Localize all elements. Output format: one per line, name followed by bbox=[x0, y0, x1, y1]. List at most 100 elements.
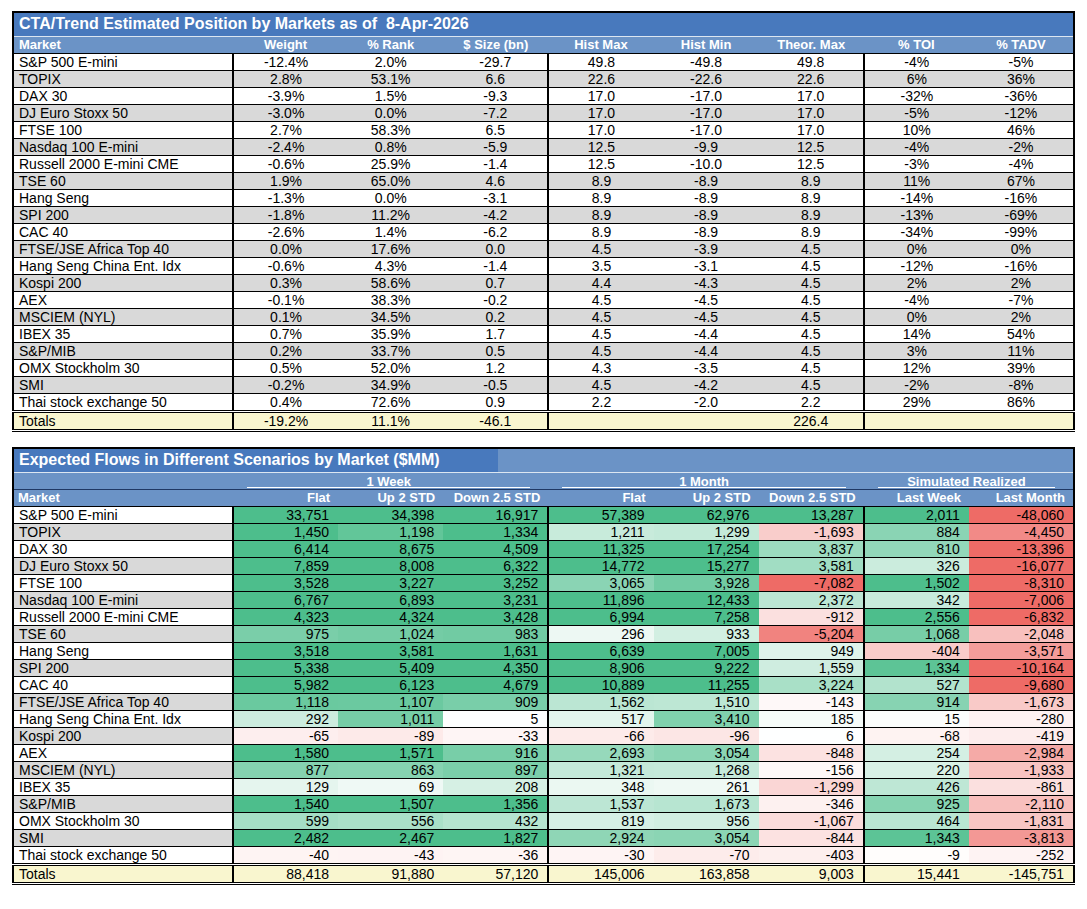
value-cell: -5.9 bbox=[443, 139, 548, 156]
flow-value-cell: 3,227 bbox=[338, 575, 443, 592]
totals-cell bbox=[864, 412, 969, 431]
flow-value-cell: -1,933 bbox=[969, 762, 1074, 779]
flow-value-cell: 3,410 bbox=[654, 711, 759, 728]
value-cell: 34.9% bbox=[338, 377, 443, 394]
flow-value-cell: 13,287 bbox=[759, 507, 864, 524]
flow-value-cell: -7,006 bbox=[969, 592, 1074, 609]
table-row: S&P 500 E-mini33,75134,39816,91757,38962… bbox=[13, 507, 1074, 524]
value-cell: -3% bbox=[864, 156, 969, 173]
flow-value-cell: 3,054 bbox=[654, 830, 759, 847]
flow-value-cell: -1,673 bbox=[969, 694, 1074, 711]
value-cell: 8.9 bbox=[548, 190, 653, 207]
value-cell: -17.0 bbox=[654, 122, 759, 139]
flow-value-cell: 6 bbox=[759, 728, 864, 745]
market-cell: Hang Seng China Ent. Idx bbox=[13, 711, 233, 728]
totals-cell: 11.1% bbox=[338, 412, 443, 431]
flow-value-cell: 3,224 bbox=[759, 677, 864, 694]
flow-value-cell: -30 bbox=[548, 847, 653, 865]
column-header: Last Month bbox=[969, 490, 1074, 507]
flow-value-cell: 1,631 bbox=[443, 643, 548, 660]
value-cell: 2.2 bbox=[759, 394, 864, 412]
flow-value-cell: 909 bbox=[443, 694, 548, 711]
table-row: Thai stock exchange 500.4%72.6%0.92.2-2.… bbox=[13, 394, 1074, 412]
table-row: TSE 601.9%65.0%4.68.9-8.98.911%67% bbox=[13, 173, 1074, 190]
value-cell: 54% bbox=[969, 326, 1074, 343]
value-cell: -9.9 bbox=[654, 139, 759, 156]
value-cell: -8.9 bbox=[654, 173, 759, 190]
market-cell: S&P/MIB bbox=[13, 796, 233, 813]
flow-value-cell: 1,334 bbox=[443, 524, 548, 541]
flow-value-cell: 2,482 bbox=[233, 830, 338, 847]
value-cell: -99% bbox=[969, 224, 1074, 241]
value-cell: 1.4% bbox=[338, 224, 443, 241]
flow-value-cell: 897 bbox=[443, 762, 548, 779]
value-cell: -4.5 bbox=[654, 309, 759, 326]
value-cell: 4.5 bbox=[759, 326, 864, 343]
market-cell: DAX 30 bbox=[13, 541, 233, 558]
flow-value-cell: 6,322 bbox=[443, 558, 548, 575]
flow-value-cell: 220 bbox=[864, 762, 969, 779]
flows-title-row: Expected Flows in Different Scenarios by… bbox=[13, 448, 1074, 473]
value-cell: -5% bbox=[864, 105, 969, 122]
flow-value-cell: -1,693 bbox=[759, 524, 864, 541]
flow-value-cell: 6,414 bbox=[233, 541, 338, 558]
flow-value-cell: -5,204 bbox=[759, 626, 864, 643]
market-cell: Nasdaq 100 E-mini bbox=[13, 592, 233, 609]
flow-value-cell: -2,110 bbox=[969, 796, 1074, 813]
flow-value-cell: 129 bbox=[233, 779, 338, 796]
value-cell: 2% bbox=[864, 275, 969, 292]
value-cell: -1.4 bbox=[443, 258, 548, 275]
flow-value-cell: 8,906 bbox=[548, 660, 653, 677]
value-cell: 0.3% bbox=[233, 275, 338, 292]
value-cell: 8.9 bbox=[548, 207, 653, 224]
table-row: MSCIEM (NYL)8778638971,3211,268-156220-1… bbox=[13, 762, 1074, 779]
flow-value-cell: -9 bbox=[864, 847, 969, 865]
flow-value-cell: -403 bbox=[759, 847, 864, 865]
value-cell: 0.0% bbox=[338, 190, 443, 207]
market-cell: TSE 60 bbox=[13, 626, 233, 643]
value-cell: -34% bbox=[864, 224, 969, 241]
totals-cell: -145,751 bbox=[969, 865, 1074, 884]
market-cell: TSE 60 bbox=[13, 173, 233, 190]
totals-cell bbox=[969, 412, 1074, 431]
value-cell: 86% bbox=[969, 394, 1074, 412]
table-row: FTSE/JSE Africa Top 401,1181,1079091,562… bbox=[13, 694, 1074, 711]
value-cell: -12% bbox=[969, 105, 1074, 122]
value-cell: -9.3 bbox=[443, 88, 548, 105]
market-cell: TOPIX bbox=[13, 71, 233, 88]
value-cell: -2.6% bbox=[233, 224, 338, 241]
value-cell: 4.5 bbox=[759, 258, 864, 275]
value-cell: 4.5 bbox=[759, 275, 864, 292]
flow-value-cell: 1,334 bbox=[864, 660, 969, 677]
flow-value-cell: 884 bbox=[864, 524, 969, 541]
market-cell: SPI 200 bbox=[13, 660, 233, 677]
flow-value-cell: 12,433 bbox=[654, 592, 759, 609]
flow-value-cell: 914 bbox=[864, 694, 969, 711]
flow-value-cell: -70 bbox=[654, 847, 759, 865]
value-cell: 22.6 bbox=[548, 71, 653, 88]
value-cell: 12% bbox=[864, 360, 969, 377]
flow-value-cell: -68 bbox=[864, 728, 969, 745]
column-header: $ Size (bn) bbox=[443, 37, 548, 54]
header-corner bbox=[13, 473, 233, 490]
column-header: % TADV bbox=[969, 37, 1074, 54]
flow-value-cell: 33,751 bbox=[233, 507, 338, 524]
flow-value-cell: -48,060 bbox=[969, 507, 1074, 524]
market-cell: DJ Euro Stoxx 50 bbox=[13, 105, 233, 122]
flow-value-cell: -7,082 bbox=[759, 575, 864, 592]
flow-value-cell: 1,827 bbox=[443, 830, 548, 847]
value-cell: 2% bbox=[969, 275, 1074, 292]
flow-value-cell: 1,321 bbox=[548, 762, 653, 779]
flow-value-cell: 7,859 bbox=[233, 558, 338, 575]
value-cell: 0.0% bbox=[233, 241, 338, 258]
market-cell: Kospi 200 bbox=[13, 728, 233, 745]
flow-value-cell: 1,559 bbox=[759, 660, 864, 677]
flow-value-cell: 3,231 bbox=[443, 592, 548, 609]
table-row: AEX1,5801,5719162,6933,054-848254-2,984 bbox=[13, 745, 1074, 762]
flow-value-cell: 1,673 bbox=[654, 796, 759, 813]
value-cell: 25.9% bbox=[338, 156, 443, 173]
market-cell: OMX Stockholm 30 bbox=[13, 360, 233, 377]
flow-value-cell: -33 bbox=[443, 728, 548, 745]
flow-value-cell: 4,324 bbox=[338, 609, 443, 626]
value-cell: 4.5 bbox=[548, 309, 653, 326]
